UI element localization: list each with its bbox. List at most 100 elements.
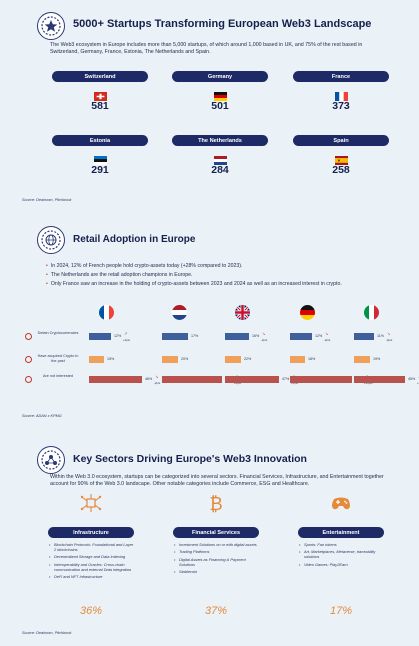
sector-item: Video Games: Play2Earn (299, 562, 384, 568)
adoption-pct: 16% (252, 333, 260, 338)
section1-intro: The Web3 ecosystem in Europe includes mo… (50, 42, 363, 56)
star-emblem-icon (37, 12, 65, 40)
country-card: Spain 258 (293, 135, 389, 176)
sector-name-pill: Infrastructure (48, 527, 134, 538)
sector-item: Digital Assets as Financing & Payment So… (174, 557, 259, 568)
row-label: Have acquired Crypto in the past (37, 354, 79, 363)
adoption-bar (354, 376, 405, 383)
sector-item: Investment Solutions on or with digital … (174, 542, 259, 548)
germany-flag (213, 92, 227, 101)
network-emblem-icon (37, 446, 65, 474)
country-name-pill: Estonia (52, 135, 148, 146)
section3-title: Key Sectors Driving Europe's Web3 Innova… (73, 453, 307, 465)
section3-intro: Within the Web 3.0 ecosystem, startups c… (50, 474, 384, 488)
switzerland-flag (93, 92, 107, 101)
row-marker-icon (25, 356, 32, 363)
section2-title: Retail Adoption in Europe (73, 234, 196, 245)
adoption-change: -3pts (386, 338, 393, 342)
adoption-pct: 20% (181, 356, 189, 361)
startup-count: 501 (211, 100, 229, 112)
sector-items: Sports: Fan tokens Art, Marketplaces, Met… (298, 542, 384, 568)
country-card: Germany 501 (172, 71, 268, 112)
arrow-down-icon: ↘ (155, 374, 159, 379)
adoption-bar (290, 376, 352, 383)
sector-item: Stablecoin (174, 569, 259, 575)
sector-item: DeFi and NFT Infrastructure (49, 574, 134, 580)
startup-count: 291 (91, 164, 109, 176)
country-name-pill: Spain (293, 135, 389, 146)
sector-pct: 37% (204, 605, 228, 617)
adoption-change: +5pts (291, 381, 298, 385)
adoption-bar (354, 356, 370, 363)
flag-container (334, 88, 348, 101)
country-card: France 373 (293, 71, 389, 112)
adoption-bar (225, 333, 249, 340)
adoption-change: +2pts (123, 338, 130, 342)
flag-container (213, 152, 227, 165)
netherlands-flag (172, 305, 187, 320)
country-name-pill: The Netherlands (172, 135, 268, 146)
section2-source: Source: ADAN x KPMG (22, 414, 62, 418)
adoption-pct: 11% (377, 333, 384, 338)
flag-container (93, 152, 107, 165)
adoption-pct: 12% (114, 333, 122, 338)
chip-icon (80, 493, 102, 513)
sector-items: Investment Solutions on or with digital … (173, 542, 259, 575)
section3-source: Source: Dealroom, Pitchbook (22, 631, 72, 635)
sector-pct: 17% (329, 605, 353, 617)
sector-items: Blockchain Protocols: Foundational and L… (48, 542, 134, 580)
section1-source: Source: Dealroom, Pitchbook (22, 198, 72, 202)
netherlands-flag (213, 156, 227, 165)
italy-flag (364, 305, 379, 320)
sector-name-pill: Entertainment (298, 527, 384, 538)
sector-item: Decentralized Storage and Data Indexing (49, 554, 134, 560)
sector-name-pill: Financial Services (173, 527, 259, 538)
bullet-item: The Netherlands are the retail adoption … (46, 271, 342, 280)
adoption-bar (89, 376, 142, 383)
flag-container (93, 88, 107, 101)
germany-flag (300, 305, 315, 320)
startup-count: 258 (332, 164, 350, 176)
country-name-pill: France (293, 71, 389, 82)
adoption-pct: 22% (244, 356, 252, 361)
adoption-change: +4pts (234, 381, 241, 385)
globe-emblem-icon (37, 226, 65, 254)
flag-container (213, 88, 227, 101)
sector-pct: 36% (79, 605, 103, 617)
country-name-pill: Switzerland (52, 71, 148, 82)
row-label: Are not interested (43, 374, 73, 378)
adoption-pct: 17% (191, 333, 199, 338)
adoption-change: -2pts (324, 338, 331, 342)
adoption-change: -2pts (261, 338, 268, 342)
france-flag (334, 92, 348, 101)
country-flag-circle (300, 305, 315, 320)
sector-item: Blockchain Protocols: Foundational and L… (49, 542, 134, 553)
arrow-down-icon: ↘ (262, 331, 266, 336)
row-marker-icon (25, 376, 32, 383)
estonia-flag (93, 156, 107, 165)
sector-item: Interoperability and Oracles: Cross-chai… (49, 562, 134, 573)
startup-count: 284 (211, 164, 229, 176)
sector-card: Entertainment Sports: Fan tokens Art, Mark… (298, 527, 384, 570)
adoption-bar (89, 356, 104, 363)
adoption-pct: 46% (145, 376, 153, 381)
flag-container (334, 152, 348, 165)
gamepad-icon (330, 493, 352, 513)
spain-flag (334, 156, 348, 165)
bitcoin-icon: ₿ (205, 493, 227, 515)
startup-count: 581 (91, 100, 109, 112)
france-flag (99, 305, 114, 320)
bullet-item: In 2024, 12% of French people hold crypt… (46, 262, 342, 271)
country-card: The Netherlands 284 (172, 135, 268, 176)
sector-item: Art, Marketplaces, Metaverse, traceabili… (299, 550, 384, 560)
adoption-pct: 19% (373, 356, 381, 361)
adoption-pct: 12% (315, 333, 323, 338)
adoption-bar (162, 356, 178, 363)
uk-flag (235, 305, 250, 320)
country-flag-circle (99, 305, 114, 320)
adoption-bar (354, 333, 374, 340)
row-marker-icon (25, 333, 32, 340)
country-card: Estonia 291 (52, 135, 148, 176)
country-flag-circle (364, 305, 379, 320)
startup-count: 373 (332, 100, 350, 112)
